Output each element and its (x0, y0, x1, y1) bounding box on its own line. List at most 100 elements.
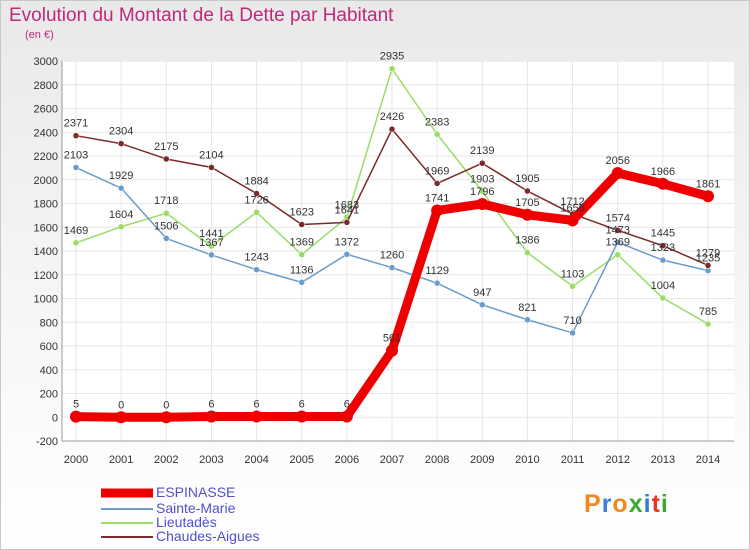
data-point-1 (659, 256, 667, 264)
data-label-0: 1741 (425, 193, 449, 205)
data-label-2: 1004 (651, 280, 675, 292)
data-point-2 (388, 65, 396, 72)
y-tick-label: 1800 (34, 199, 58, 211)
data-label-2: 1386 (515, 235, 539, 247)
legend-label-sainte-marie: Sainte-Marie (156, 500, 236, 516)
x-tick-label: 2009 (470, 454, 494, 466)
data-label-0: 6 (208, 399, 214, 411)
data-label-3: 2371 (64, 118, 88, 130)
data-label-3: 2426 (380, 111, 404, 123)
data-point-1 (343, 251, 351, 258)
data-label-1: 1473 (605, 224, 629, 236)
data-label-3: 2104 (199, 149, 223, 161)
data-point-1 (253, 266, 260, 273)
data-point-2 (72, 239, 80, 247)
data-point-3 (298, 221, 305, 228)
logo-letter: i (643, 490, 652, 518)
data-point-2 (659, 294, 667, 302)
data-label-1: 1235 (696, 253, 720, 265)
data-label-0: 6 (299, 399, 305, 411)
data-label-0: 5 (73, 399, 79, 411)
legend-label-espinasse: ESPINASSE (156, 484, 236, 500)
data-point-1 (163, 235, 170, 242)
data-label-0: 1861 (696, 178, 720, 190)
data-label-3: 1623 (289, 207, 313, 219)
data-point-0 (521, 208, 534, 221)
data-label-3: 1969 (425, 165, 449, 177)
data-label-0: 561 (383, 333, 401, 345)
data-label-2: 1369 (605, 237, 629, 249)
data-point-0 (566, 214, 579, 227)
proxiti-logo: Proxiti (584, 490, 669, 519)
legend-swatch-chaudes-aigues (101, 536, 153, 538)
y-tick-label: 3000 (34, 56, 58, 68)
logo-letter: i (660, 490, 669, 518)
data-point-3 (117, 140, 125, 147)
data-point-3 (388, 125, 396, 133)
data-point-0 (250, 410, 263, 423)
data-label-3: 2139 (470, 145, 494, 157)
data-point-1 (569, 329, 576, 337)
data-label-1: 821 (518, 302, 536, 314)
data-point-2 (298, 251, 305, 258)
data-point-1 (614, 239, 621, 246)
y-tick-label: 2400 (34, 127, 58, 139)
data-point-3 (72, 132, 80, 139)
data-point-3 (659, 242, 667, 249)
x-tick-label: 2005 (289, 454, 313, 466)
data-point-0 (295, 410, 308, 423)
data-point-0 (205, 410, 218, 423)
legend-label-lieutades: Lieutadès (156, 514, 217, 530)
data-point-3 (704, 262, 712, 269)
data-label-1: 1929 (109, 170, 133, 182)
x-tick-label: 2002 (154, 454, 178, 466)
data-label-0: 6 (344, 399, 350, 411)
data-point-0 (476, 197, 489, 210)
y-tick-label: 2200 (34, 151, 58, 163)
x-tick-label: 2014 (696, 454, 720, 466)
x-tick-label: 2008 (425, 454, 449, 466)
data-label-3: 1712 (560, 196, 584, 208)
data-label-3: 1574 (605, 212, 629, 224)
chart-title: Evolution du Montant de la Dette par Hab… (9, 5, 394, 26)
data-point-0 (611, 167, 624, 180)
data-point-2 (524, 249, 531, 256)
data-label-1: 1260 (380, 250, 404, 262)
data-label-2: 1718 (154, 195, 178, 207)
data-label-1: 1367 (199, 237, 223, 249)
x-tick-label: 2001 (109, 454, 133, 466)
data-point-1 (208, 251, 215, 259)
x-tick-label: 2011 (561, 454, 585, 466)
data-label-0: 0 (118, 399, 124, 411)
x-tick-label: 2000 (64, 454, 88, 466)
data-label-0: 1705 (515, 197, 539, 209)
data-point-1 (524, 316, 531, 324)
data-point-2 (479, 188, 486, 195)
data-label-2: 1604 (109, 209, 133, 221)
data-point-0 (115, 411, 128, 424)
legend-swatch-espinasse (101, 488, 153, 498)
logo-letter: x (628, 490, 644, 518)
data-label-1: 1323 (651, 242, 675, 254)
data-point-3 (163, 155, 170, 163)
data-label-3: 1279 (696, 247, 720, 259)
data-point-2 (208, 242, 215, 250)
data-label-1: 1372 (335, 236, 359, 248)
data-label-1: 1506 (154, 220, 178, 232)
data-point-2 (433, 131, 441, 138)
data-label-2: 1903 (470, 173, 494, 185)
logo-letter: r (601, 490, 613, 518)
data-label-2: 1469 (64, 225, 88, 237)
x-tick-label: 2013 (651, 454, 675, 466)
data-point-0 (431, 204, 444, 217)
data-label-0: 0 (163, 399, 169, 411)
data-label-2: 2383 (425, 116, 449, 128)
data-point-1 (117, 184, 125, 192)
data-point-3 (343, 219, 351, 226)
data-label-3: 1445 (651, 228, 675, 240)
y-tick-label: 1000 (34, 294, 58, 306)
data-point-1 (388, 264, 396, 271)
data-label-3: 1905 (515, 173, 539, 185)
